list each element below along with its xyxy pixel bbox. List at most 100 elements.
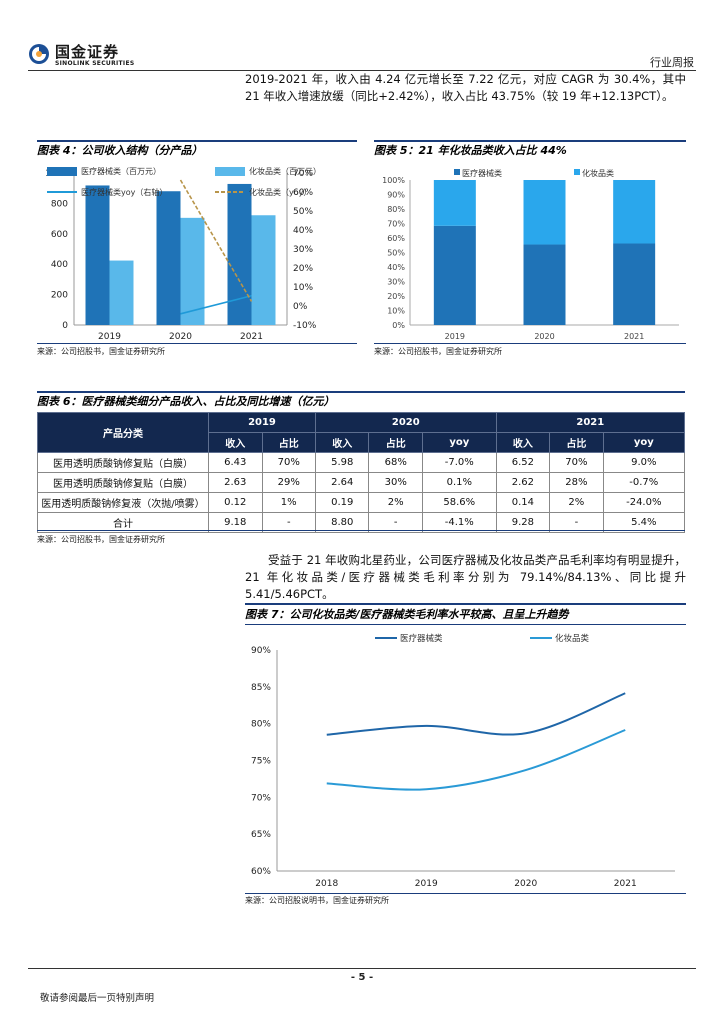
y-tick-label: 40% [387, 263, 405, 272]
table-row: 医用透明质酸钠修复液（次抛/喷雾） 0.12 1% 0.19 2% 58.6% … [37, 492, 686, 513]
fig7-chart: 60% 65% 70% 75% 80% 85% 90% 2018 2019 2020 2021 医疗器… [251, 633, 675, 889]
x-tick-label: 2021 [240, 332, 263, 342]
bar [85, 185, 110, 325]
bar [156, 191, 181, 325]
logo-en-text: SINOLINK SECURITIES [55, 60, 135, 67]
table-cell: - [549, 512, 604, 533]
table-row: 合计 9.18 - 8.80 - -4.1% 9.28 - 5.4% [37, 512, 686, 533]
table-cell: 68% [368, 452, 423, 473]
y-right-tick-label: 30% [293, 245, 313, 255]
fig7-bottom-rule [245, 893, 686, 894]
bar-segment [433, 180, 476, 226]
y-tick-label: 50% [387, 249, 405, 258]
x-tick-label: 2019 [445, 332, 465, 341]
x-tick-label: 2018 [315, 879, 338, 889]
fig5-chart: 0% 10% 20% 30% 40% 50% 60% 70% 80% 90% 100% 2019 202… [382, 168, 679, 341]
fig7-top-divider [245, 624, 686, 625]
y-tick-label: 60% [251, 867, 271, 877]
fig6-table: 产品分类 2019 2020 2021 收入 占比 收入 占比 yoy 收入 占… [37, 412, 686, 533]
table-cell: - [261, 512, 316, 533]
row-name: 医用透明质酸钠修复贴（白膜） [37, 452, 209, 473]
fig4-chart: 02004006008001000-10%0%10%20%30%40%50%60… [45, 166, 321, 342]
table-cell: 6.52 [495, 452, 551, 473]
bar-segment [523, 180, 566, 245]
series-line [326, 692, 626, 736]
series-line [180, 294, 252, 315]
legend-swatch [215, 167, 245, 176]
legend-swatch [47, 167, 77, 176]
fig6-bottom-rule [37, 530, 685, 531]
fig6-top-rule [37, 391, 685, 393]
table-cell: 0.12 [208, 492, 263, 513]
y-right-tick-label: 70% [293, 169, 313, 179]
y-right-tick-label: 0% [293, 302, 308, 312]
y-tick-label: 800 [51, 199, 68, 209]
y-right-tick-label: 50% [293, 207, 313, 217]
y-tick-label: 20% [387, 292, 405, 301]
report-type: 行业周报 [650, 56, 694, 69]
table-cell: 70% [261, 452, 316, 473]
table-cell: -0.7% [602, 472, 686, 493]
y-tick-label: 75% [251, 757, 271, 767]
col-product-header: 产品分类 [37, 412, 209, 453]
x-tick-label: 2021 [624, 332, 644, 341]
y-tick-label: 90% [251, 646, 271, 656]
fig6-title: 图表 6：医疗器械类细分产品收入、占比及同比增速（亿元） [37, 395, 335, 408]
year-header: 2019 [208, 412, 316, 433]
logo-cn-text: 国金证券 [55, 43, 120, 61]
y-tick-label: 100% [382, 176, 405, 185]
fig4-title: 图表 4：公司收入结构（分产品） [37, 144, 203, 157]
fig7-source: 来源：公司招股说明书，国金证券研究所 [245, 896, 389, 905]
table-row: 医用透明质酸钠修复贴（白膜） 2.63 29% 2.64 30% 0.1% 2.… [37, 472, 686, 493]
legend-label: 医疗器械类 [462, 168, 502, 178]
year-header: 2020 [314, 412, 497, 433]
y-tick-label: 60% [387, 234, 405, 243]
x-tick-label: 2021 [614, 879, 637, 889]
legend-label: 化妆品类 [555, 633, 590, 644]
row-name: 合计 [37, 512, 209, 533]
y-tick-label: 200 [51, 291, 68, 301]
legend-label: 化妆品类 [582, 168, 614, 178]
sub-header: 收入 [314, 432, 370, 453]
x-tick-label: 2020 [534, 332, 554, 341]
sub-header: 占比 [549, 432, 604, 453]
table-cell: 58.6% [421, 492, 497, 513]
y-right-tick-label: -10% [293, 321, 317, 331]
y-tick-label: 80% [251, 720, 271, 730]
legend-label: 医疗器械类（百万元） [81, 166, 161, 176]
paragraph-margin: 受益于 21 年收购北星药业，公司医疗器械及化妆品类产品毛利率均有明显提升，21… [245, 553, 686, 601]
y-right-tick-label: 20% [293, 264, 313, 274]
logo-mark-icon [29, 44, 49, 64]
row-name: 医用透明质酸钠修复液（次抛/喷雾） [37, 492, 209, 513]
table-cell: -7.0% [421, 452, 497, 473]
x-tick-label: 2019 [98, 332, 121, 342]
table-cell: 28% [549, 472, 604, 493]
x-tick-label: 2019 [415, 879, 438, 889]
table-cell: 29% [261, 472, 316, 493]
y-tick-label: 10% [387, 307, 405, 316]
x-tick-label: 2020 [514, 879, 537, 889]
fig4-top-rule [37, 140, 357, 142]
year-header: 2021 [495, 412, 686, 433]
logo: 国金证券 SINOLINK SECURITIES [28, 40, 148, 68]
fig5-source: 来源：公司招股书，国金证券研究所 [374, 347, 502, 356]
y-right-tick-label: 40% [293, 226, 313, 236]
table-cell: 5.98 [314, 452, 370, 473]
table-cell: 1% [261, 492, 316, 513]
bar-segment [613, 243, 656, 325]
sub-header: yoy [421, 432, 497, 453]
legend-swatch [574, 169, 580, 175]
fig7-title: 图表 7：公司化妆品类/医疗器械类毛利率水平较高、且呈上升趋势 [245, 608, 569, 621]
table-cell: 2.63 [208, 472, 263, 493]
row-name: 医用透明质酸钠修复贴（白膜） [37, 472, 209, 493]
fig5-top-rule [374, 140, 686, 142]
x-tick-label: 2020 [169, 332, 192, 342]
table-cell: - [368, 512, 423, 533]
table-cell: 2% [549, 492, 604, 513]
bar [251, 215, 276, 325]
footer-disclaimer: 敬请参阅最后一页特别声明 [40, 993, 155, 1004]
legend-label: 医疗器械类 [400, 633, 443, 644]
table-cell: -4.1% [421, 512, 497, 533]
fig5-title: 图表 5：21 年化妆品类收入占比 44% [374, 144, 567, 157]
page-number: - 5 - [350, 972, 374, 983]
